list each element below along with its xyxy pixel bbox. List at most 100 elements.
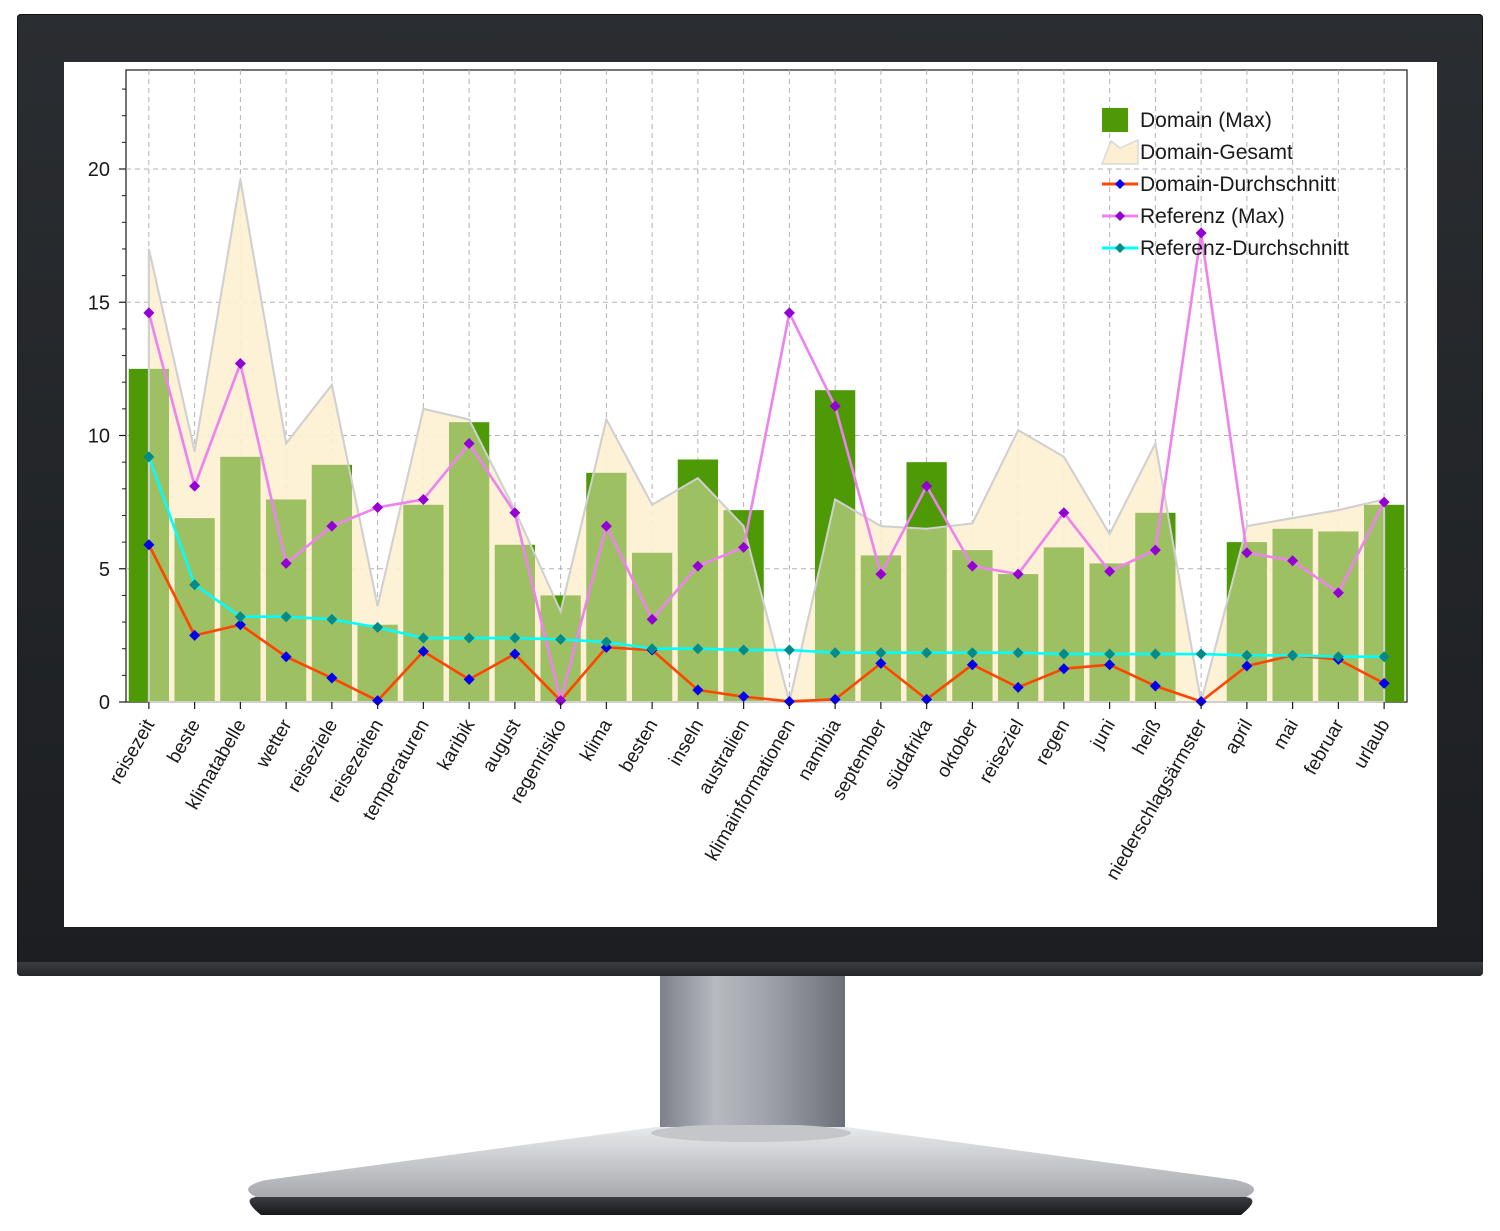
line-marker-2 (829, 647, 841, 659)
x-tick-label: heiß (1129, 716, 1166, 759)
line-marker-0 (966, 659, 978, 671)
line-marker-0 (1149, 680, 1161, 692)
line-marker-2 (417, 632, 429, 644)
line-marker-0 (1195, 695, 1207, 707)
line-marker-1 (143, 307, 155, 319)
monitor-stand-base (248, 1125, 1254, 1215)
bar-domain-max (1043, 547, 1085, 702)
line-marker-0 (1058, 663, 1070, 675)
line-marker-2 (646, 643, 658, 655)
legend-label: Referenz (Max) (1140, 205, 1285, 228)
line-marker-2 (555, 633, 567, 645)
monitor-stand-neck (660, 976, 845, 1151)
line-marker-1 (189, 480, 201, 492)
line-marker-2 (875, 647, 887, 659)
line-marker-1 (463, 437, 475, 449)
legend-swatch-bar (1102, 108, 1128, 132)
line-marker-1 (966, 560, 978, 572)
line-series (143, 227, 1390, 707)
line-marker-0 (875, 657, 887, 669)
y-tick-label: 10 (88, 426, 110, 448)
line-marker-1 (875, 568, 887, 580)
x-tick-label: oktober (933, 715, 983, 781)
line-marker-2 (509, 632, 521, 644)
line-marker-2 (1012, 647, 1024, 659)
line-marker-0 (692, 684, 704, 696)
y-tick-label: 0 (99, 692, 110, 714)
line-marker-0 (1241, 660, 1253, 672)
bar-domain-max (952, 550, 993, 702)
bar-domain-max (311, 464, 353, 702)
legend-swatch-marker (1115, 243, 1125, 253)
bar-domain-max (220, 456, 261, 702)
bar-domain-max (357, 624, 398, 702)
line-marker-2 (280, 611, 292, 623)
line-marker-1 (1332, 587, 1344, 599)
y-tick-label: 20 (88, 159, 110, 181)
line-marker-1 (1149, 544, 1161, 556)
line-marker-2 (463, 632, 475, 644)
line-marker-2 (372, 621, 384, 633)
x-tick-label: namibia (794, 716, 846, 784)
line-marker-1 (1195, 227, 1207, 239)
line-marker-2 (1241, 649, 1253, 661)
line-marker-1 (509, 507, 521, 519)
x-tick-label: reisezeit (106, 715, 160, 787)
line-marker-1 (692, 560, 704, 572)
line-marker-2 (1104, 648, 1116, 660)
line-marker-0 (738, 691, 750, 703)
x-tick-label: regen (1032, 716, 1074, 769)
bar-domain-max (1089, 563, 1130, 702)
line-series-2 (147, 456, 1385, 658)
bar-domain-max (906, 462, 947, 702)
line-marker-0 (509, 648, 521, 660)
x-tick-label: klima (576, 716, 617, 765)
line-marker-1 (417, 493, 429, 505)
x-tick-label: august (478, 715, 525, 776)
line-marker-2 (1287, 649, 1299, 661)
line-marker-1 (783, 307, 795, 319)
line-marker-0 (417, 645, 429, 657)
legend-label: Domain-Durchschnitt (1140, 173, 1336, 196)
line-marker-2 (1378, 651, 1390, 663)
bar-domain-max (403, 504, 444, 702)
legend-label: Domain (Max) (1140, 109, 1272, 132)
line-marker-2 (600, 636, 612, 648)
x-tick-label: juni (1086, 716, 1119, 753)
bar-domain-max (860, 555, 902, 702)
legend-swatch-marker (1115, 179, 1125, 189)
line-marker-1 (1241, 547, 1253, 559)
line-marker-0 (189, 629, 201, 641)
bar-domain-max (631, 552, 673, 702)
bar-domain-max (265, 499, 307, 702)
line-marker-0 (326, 672, 338, 684)
line-marker-1 (1287, 555, 1299, 567)
line-marker-0 (829, 693, 841, 705)
line-marker-0 (280, 651, 292, 663)
line-marker-0 (463, 673, 475, 685)
x-tick-label: mai (1269, 716, 1302, 753)
line-marker-1 (372, 501, 384, 513)
line-marker-2 (326, 613, 338, 625)
line-marker-2 (966, 647, 978, 659)
bar-domain-max (448, 422, 490, 702)
line-marker-1 (921, 480, 933, 492)
x-tick-label: inseln (665, 716, 708, 770)
line-series-0 (147, 544, 1385, 703)
x-tick-label: april (1221, 716, 1257, 758)
line-marker-0 (234, 619, 246, 631)
line-marker-1 (234, 358, 246, 370)
line-marker-1 (1012, 568, 1024, 580)
line-marker-0 (143, 539, 155, 551)
line-marker-0 (1104, 659, 1116, 671)
line-marker-1 (1058, 507, 1070, 519)
line-marker-1 (738, 541, 750, 553)
line-marker-0 (1378, 677, 1390, 689)
monitor-bezel-bottom (17, 962, 1483, 976)
line-marker-0 (372, 695, 384, 707)
chart-legend: Domain (Max) Domain-Gesamt Domain-Durchsch… (1100, 108, 1349, 260)
line-marker-2 (921, 647, 933, 659)
bar-domain-max (1318, 531, 1359, 702)
x-tick-label: karibik (434, 716, 480, 774)
